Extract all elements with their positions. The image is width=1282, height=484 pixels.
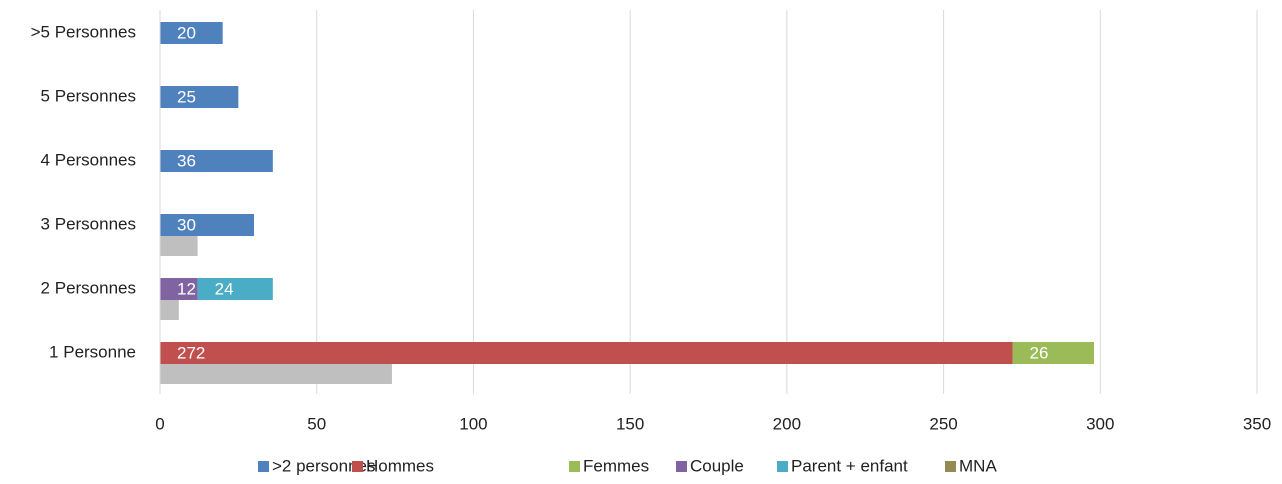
bar-segment (160, 342, 1013, 364)
data-label: 20 (177, 23, 196, 42)
legend-swatch (777, 461, 788, 472)
bar-segment (1012, 342, 1095, 364)
legend-swatch (258, 461, 269, 472)
y-tick-label: 4 Personnes (41, 150, 136, 169)
legend-swatch (352, 461, 363, 472)
y-tick-label: 1 Personne (49, 342, 136, 361)
legend-swatch (569, 461, 580, 472)
bar-segment (197, 278, 273, 300)
data-label: 26 (1030, 343, 1049, 362)
bar-segment (160, 22, 223, 44)
data-label: 24 (215, 279, 234, 298)
data-label: 36 (177, 151, 196, 170)
y-tick-label: 2 Personnes (41, 278, 136, 297)
bar-segment (160, 86, 239, 108)
secondary-bar (160, 236, 198, 256)
data-label: 25 (177, 87, 196, 106)
x-tick-label: 300 (1086, 414, 1114, 433)
legend-label: Parent + enfant (791, 456, 908, 475)
bar-segment (160, 150, 273, 172)
legend-label: Hommes (366, 456, 434, 475)
bar-segment (160, 214, 255, 236)
secondary-bar (160, 300, 179, 320)
data-label: 30 (177, 215, 196, 234)
y-tick-label: 3 Personnes (41, 214, 136, 233)
legend-label: MNA (959, 456, 997, 475)
x-tick-label: 50 (307, 414, 326, 433)
legend-label: Couple (690, 456, 744, 475)
bar-segment (160, 278, 198, 300)
data-label: 272 (177, 343, 205, 362)
x-tick-label: 150 (616, 414, 644, 433)
secondary-bar (160, 364, 392, 384)
x-tick-label: 0 (155, 414, 164, 433)
x-tick-label: 350 (1243, 414, 1271, 433)
x-tick-label: 250 (929, 414, 957, 433)
legend-swatch (945, 461, 956, 472)
x-tick-label: 100 (459, 414, 487, 433)
y-tick-label: >5 Personnes (31, 22, 136, 41)
legend-swatch (676, 461, 687, 472)
x-tick-label: 200 (773, 414, 801, 433)
legend-label: Femmes (583, 456, 649, 475)
data-label: 12 (177, 279, 196, 298)
y-tick-label: 5 Personnes (41, 86, 136, 105)
legend-label: >2 personnes (272, 456, 376, 475)
